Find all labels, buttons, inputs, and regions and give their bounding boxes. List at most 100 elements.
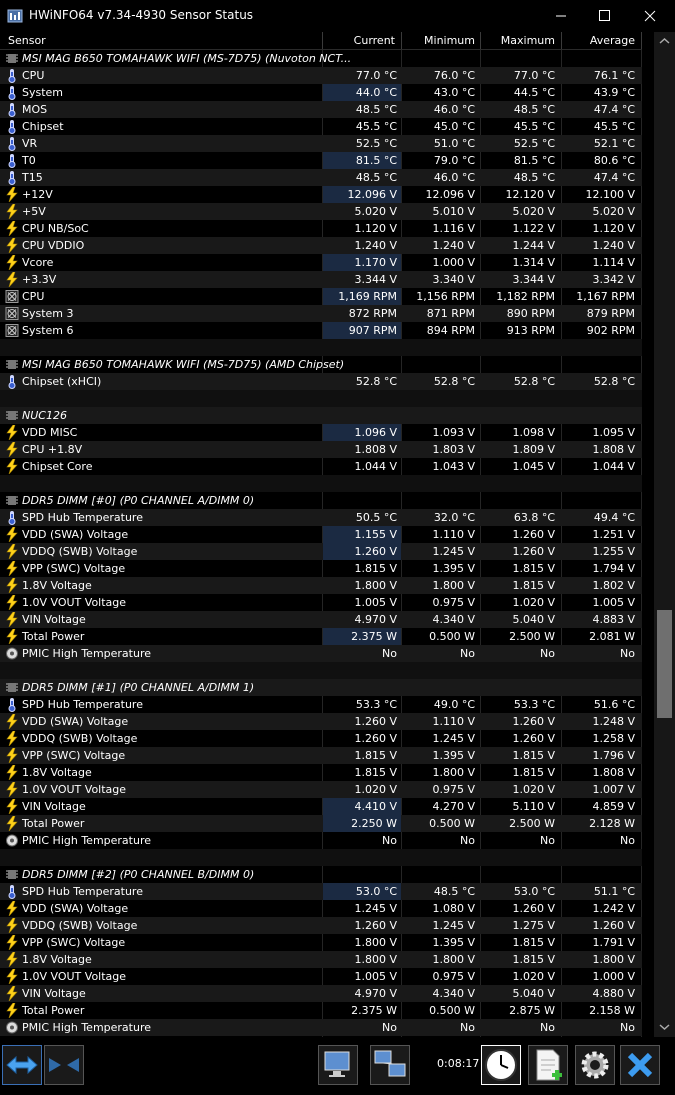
expand-collapse-button[interactable] [2,1045,42,1085]
close-window-button[interactable] [627,0,673,32]
sensor-row[interactable]: PMIC High Temperature No No No No [0,645,642,662]
sensor-row[interactable]: CPU +1.8V 1.808 V 1.803 V 1.809 V 1.808 V [0,441,642,458]
scroll-down-icon[interactable] [654,1020,675,1034]
maximize-button[interactable] [581,0,627,32]
sensor-name: 1.8V Voltage [22,579,92,592]
sensor-row[interactable]: CPU 77.0 °C 76.0 °C 77.0 °C 76.1 °C [0,67,642,84]
sensor-row[interactable]: VDD (SWA) Voltage 1.260 V 1.110 V 1.260 V 1.… [0,713,642,730]
current-value: No [382,834,397,847]
close-sensors-button[interactable] [620,1045,660,1085]
lightning-bolt-icon [5,713,19,730]
sensor-row[interactable]: Chipset 45.5 °C 45.0 °C 45.5 °C 45.5 °C [0,118,642,135]
sensor-row[interactable]: System 44.0 °C 43.0 °C 44.5 °C 43.9 °C [0,84,642,101]
sensor-group-row[interactable]: DDR5 DIMM [#0] (P0 CHANNEL A/DIMM 0) [0,492,642,509]
scroll-thumb[interactable] [657,610,672,718]
header-sensor[interactable]: Sensor [8,34,46,47]
sensor-row[interactable]: VDDQ (SWB) Voltage 1.260 V 1.245 V 1.260 V 1… [0,730,642,747]
collapse-button[interactable] [44,1045,84,1085]
sensor-row[interactable]: VIN Voltage 4.970 V 4.340 V 5.040 V 4.883 V [0,611,642,628]
minimum-value: 0.500 W [429,1004,475,1017]
collapse-arrows-icon [49,1058,79,1072]
sensor-row[interactable]: PMIC High Temperature No No No No [0,832,642,849]
sensor-row[interactable]: VIN Voltage 4.410 V 4.270 V 5.110 V 4.859 V [0,798,642,815]
thermometer-icon [5,102,19,117]
sensor-row[interactable]: VR 52.5 °C 51.0 °C 52.5 °C 52.1 °C [0,135,642,152]
vertical-scrollbar[interactable] [654,32,675,1037]
header-divider[interactable] [401,32,402,49]
lightning-bolt-icon [5,985,19,1002]
sensor-row[interactable]: VDDQ (SWB) Voltage 1.260 V 1.245 V 1.260 V 1… [0,543,642,560]
sensor-row[interactable]: 1.0V VOUT Voltage 1.005 V 0.975 V 1.020 V 1.… [0,594,642,611]
header-divider[interactable] [480,32,481,49]
sensor-row[interactable]: VPP (SWC) Voltage 1.800 V 1.395 V 1.815 V 1.… [0,934,642,951]
sensor-name: VPP (SWC) Voltage [22,936,126,949]
header-current[interactable]: Current [353,34,395,47]
sensor-row[interactable]: Chipset (xHCI) 52.8 °C 52.8 °C 52.8 °C 52.8 … [0,373,642,390]
average-value: 1.120 V [592,222,635,235]
sensor-row[interactable]: CPU NB/SoC 1.120 V 1.116 V 1.122 V 1.120 V [0,220,642,237]
sensor-row[interactable]: MOS 48.5 °C 46.0 °C 48.5 °C 47.4 °C [0,101,642,118]
sensor-row[interactable]: VDD (SWA) Voltage 1.245 V 1.080 V 1.260 V 1.… [0,900,642,917]
current-value: 1.815 V [354,766,397,779]
scroll-up-icon[interactable] [654,34,675,48]
sensor-row[interactable]: Chipset Core 1.044 V 1.043 V 1.045 V 1.044 V [0,458,642,475]
reporting-button[interactable] [318,1045,358,1085]
current-highlight [323,526,401,543]
sensor-row[interactable]: +3.3V 3.344 V 3.340 V 3.344 V 3.342 V [0,271,642,288]
sensor-row[interactable]: PMIC High Temperature No No No No [0,1019,642,1036]
sensor-row[interactable]: 1.0V VOUT Voltage 1.020 V 0.975 V 1.020 V 1.… [0,781,642,798]
minimum-value: 1.093 V [432,426,475,439]
header-minimum[interactable]: Minimum [424,34,475,47]
sensor-row[interactable]: VPP (SWC) Voltage 1.815 V 1.395 V 1.815 V 1.… [0,747,642,764]
sensor-group-name: DDR5 DIMM [#0] (P0 CHANNEL A/DIMM 0) [22,494,255,507]
current-value: 1.245 V [354,902,397,915]
sensor-row[interactable]: 1.8V Voltage 1.800 V 1.800 V 1.815 V 1.802 V [0,577,642,594]
sensor-row[interactable]: SPD Hub Temperature 50.5 °C 32.0 °C 63.8 °C… [0,509,642,526]
reset-timer-button[interactable] [481,1045,521,1085]
sensor-group-name: DDR5 DIMM [#1] (P0 CHANNEL A/DIMM 1) [22,681,255,694]
sensor-row[interactable]: T15 48.5 °C 46.0 °C 48.5 °C 47.4 °C [0,169,642,186]
sensor-table[interactable]: MSI MAG B650 TOMAHAWK WIFI (MS-7D75) (Nu… [0,50,642,1037]
average-value: 43.9 °C [593,86,635,99]
sensor-row[interactable]: T0 81.5 °C 79.0 °C 81.5 °C 80.6 °C [0,152,642,169]
sensor-row[interactable]: System 6 907 RPM 894 RPM 913 RPM 902 RPM [0,322,642,339]
minimize-button[interactable] [538,0,584,32]
sensor-row[interactable]: VPP (SWC) Voltage 1.815 V 1.395 V 1.815 V 1.… [0,560,642,577]
settings-button[interactable] [575,1045,615,1085]
sensor-row[interactable]: +12V 12.096 V 12.096 V 12.120 V 12.100 V [0,186,642,203]
lightning-bolt-icon [5,747,19,764]
header-divider[interactable] [322,32,323,49]
sensor-row[interactable]: 1.0V VOUT Voltage 1.005 V 0.975 V 1.020 V 1.… [0,968,642,985]
sensor-row[interactable]: Total Power 2.250 W 0.500 W 2.500 W 2.128 W [0,815,642,832]
logging-button[interactable] [528,1045,568,1085]
sensor-row[interactable]: VIN Voltage 4.970 V 4.340 V 5.040 V 4.880 V [0,985,642,1002]
sensor-row[interactable]: VDDQ (SWB) Voltage 1.260 V 1.245 V 1.275 V 1… [0,917,642,934]
sensor-group-row[interactable]: DDR5 DIMM [#1] (P0 CHANNEL A/DIMM 1) [0,679,642,696]
sensor-row[interactable]: 1.8V Voltage 1.815 V 1.800 V 1.815 V 1.808 V [0,764,642,781]
header-divider[interactable] [561,32,562,49]
sensor-row[interactable]: Vcore 1.170 V 1.000 V 1.314 V 1.114 V [0,254,642,271]
network-button[interactable] [370,1045,410,1085]
lightning-bolt-icon [5,271,19,288]
sensor-row[interactable]: Total Power 2.375 W 0.500 W 2.500 W 2.081 W [0,628,642,645]
header-average[interactable]: Average [589,34,635,47]
sensor-group-row[interactable]: MSI MAG B650 TOMAHAWK WIFI (MS-7D75) (Nu… [0,50,642,67]
sensor-row[interactable]: VDD (SWA) Voltage 1.155 V 1.110 V 1.260 V 1.… [0,526,642,543]
maximum-value: 2.500 W [509,630,555,643]
current-value: 1.800 V [354,579,397,592]
sensor-row[interactable]: SPD Hub Temperature 53.0 °C 48.5 °C 53.0 °C… [0,883,642,900]
sensor-row[interactable]: VDD MISC 1.096 V 1.093 V 1.098 V 1.095 V [0,424,642,441]
sensor-group-row[interactable]: MSI MAG B650 TOMAHAWK WIFI (MS-7D75) (AM… [0,356,642,373]
sensor-row[interactable]: Total Power 2.375 W 0.500 W 2.875 W 2.158 W [0,1002,642,1019]
sensor-row[interactable]: CPU VDDIO 1.240 V 1.240 V 1.244 V 1.240 V [0,237,642,254]
maximum-value: 1.260 V [512,732,555,745]
sensor-row[interactable]: System 3 872 RPM 871 RPM 890 RPM 879 RPM [0,305,642,322]
current-value: 45.5 °C [355,120,397,133]
sensor-group-row[interactable]: NUC126 [0,407,642,424]
sensor-row[interactable]: CPU 1,169 RPM 1,156 RPM 1,182 RPM 1,167 RPM [0,288,642,305]
sensor-row[interactable]: +5V 5.020 V 5.010 V 5.020 V 5.020 V [0,203,642,220]
header-maximum[interactable]: Maximum [500,34,555,47]
sensor-group-row[interactable]: DDR5 DIMM [#2] (P0 CHANNEL B/DIMM 0) [0,866,642,883]
sensor-row[interactable]: 1.8V Voltage 1.800 V 1.800 V 1.815 V 1.800 V [0,951,642,968]
sensor-row[interactable]: SPD Hub Temperature 53.3 °C 49.0 °C 53.3 °C… [0,696,642,713]
